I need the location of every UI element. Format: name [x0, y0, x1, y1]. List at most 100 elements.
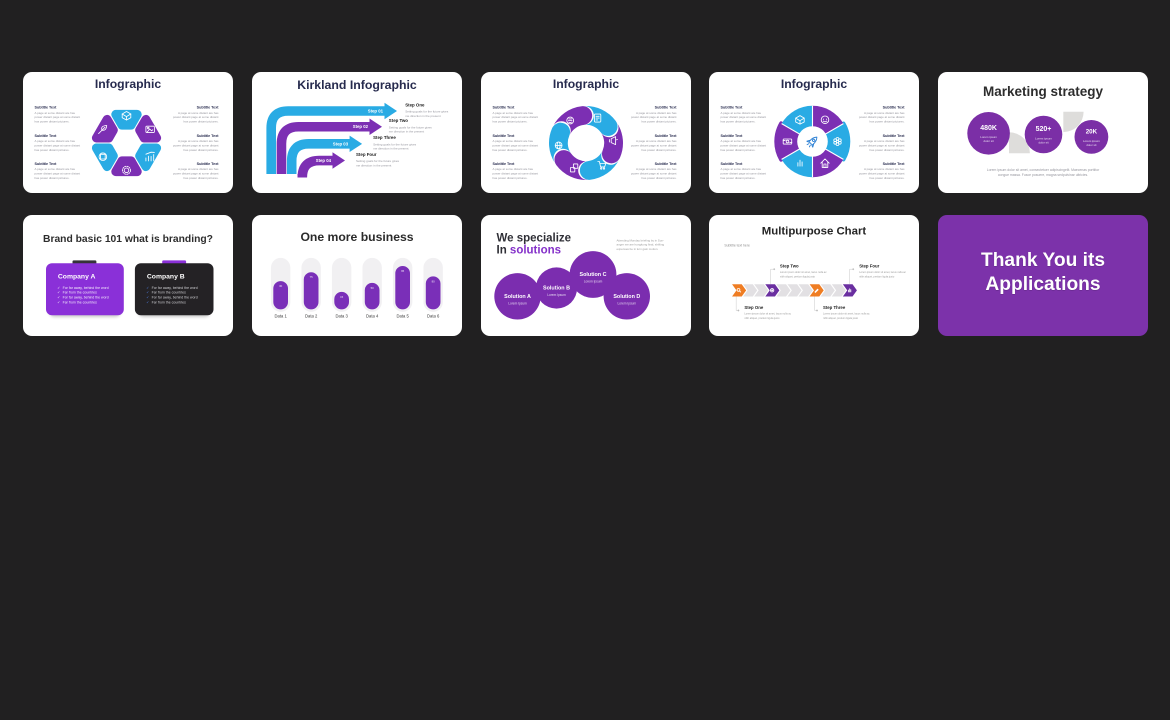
svg-text:Lorem Ipsum: Lorem Ipsum	[508, 301, 527, 305]
svg-text:In solutions: In solutions	[496, 244, 561, 256]
svg-text:✓: ✓	[57, 285, 60, 289]
svg-text:A page at some distant are has: A page at some distant are has	[35, 167, 76, 171]
svg-text:Marketing strategy: Marketing strategy	[983, 84, 1104, 99]
svg-text:A page at some distant are has: A page at some distant are has	[35, 110, 76, 114]
svg-text:A page at some distant are has: A page at some distant are has	[178, 139, 219, 143]
svg-text:Subtitle Text: Subtitle Text	[883, 133, 906, 137]
svg-text:Far from the countries: Far from the countries	[63, 290, 97, 294]
svg-text:Lorem ipsum: Lorem ipsum	[1083, 138, 1100, 142]
svg-text:has power distant pictures.: has power distant pictures.	[492, 175, 527, 179]
svg-text:Kirkland Infographic: Kirkland Infographic	[297, 78, 417, 92]
svg-text:A page at some distant are has: A page at some distant are has	[721, 139, 762, 143]
svg-text:has power distant pictures.: has power distant pictures.	[35, 147, 70, 151]
svg-text:One more business: One more business	[300, 229, 413, 243]
svg-text:A page at some distant are has: A page at some distant are has	[492, 139, 533, 143]
svg-text:20K: 20K	[1086, 128, 1098, 135]
svg-text:Subtitle Text: Subtitle Text	[721, 105, 744, 109]
svg-text:Attending Monday briefing by i: Attending Monday briefing by in Sun-	[616, 238, 663, 242]
svg-text:A page at some distant are has: A page at some distant are has	[721, 167, 762, 171]
svg-text:nibh aliquet, pretium ligula j: nibh aliquet, pretium ligula justo	[823, 316, 859, 319]
svg-text:✓: ✓	[57, 295, 60, 299]
svg-text:dolor sit: dolor sit	[1086, 142, 1096, 146]
svg-text:Subtitle Text: Subtitle Text	[654, 133, 677, 137]
svg-text:Setting goals for the future g: Setting goals for the future gives	[373, 142, 417, 146]
svg-text:power distant page at some dis: power distant page at some distant	[492, 115, 538, 119]
svg-text:power distant page at some dis: power distant page at some distant	[35, 171, 81, 175]
svg-text:Lorem ipsum dolor sit amet, la: Lorem ipsum dolor sit amet, lacus nulla …	[860, 271, 907, 274]
svg-text:dolor sit: dolor sit	[984, 139, 994, 143]
svg-text:power distant page at some dis: power distant page at some distant	[721, 171, 767, 175]
svg-text:power distant page at some dis: power distant page at some distant	[721, 115, 767, 119]
svg-text:me direction in the present: me direction in the present	[405, 113, 441, 117]
svg-text:has power distant pictures.: has power distant pictures.	[870, 147, 905, 151]
svg-text:✓: ✓	[146, 285, 149, 289]
svg-text:Lorem Ipsum: Lorem Ipsum	[547, 293, 566, 297]
svg-text:has power distant pictures.: has power distant pictures.	[721, 175, 756, 179]
svg-text:Data 1: Data 1	[274, 313, 287, 318]
svg-text:A page at some distant are has: A page at some distant are has	[721, 110, 762, 114]
svg-text:power distant page at some dis: power distant page at some distant	[492, 171, 538, 175]
svg-text:Solution D: Solution D	[613, 293, 640, 299]
svg-text:power distant page at some dis: power distant page at some distant	[721, 143, 767, 147]
svg-text:Data 2: Data 2	[305, 313, 318, 318]
svg-text:520+: 520+	[1036, 126, 1052, 133]
svg-text:has power distant pictures.: has power distant pictures.	[721, 119, 756, 123]
svg-text:me direction in the present: me direction in the present	[389, 129, 425, 133]
svg-text:power distant page at some dis: power distant page at some distant	[173, 115, 219, 119]
svg-text:me direction in the present: me direction in the present	[356, 163, 392, 167]
svg-text:has power distant pictures.: has power distant pictures.	[721, 147, 756, 151]
svg-text:has power distant pictures.: has power distant pictures.	[184, 119, 219, 123]
svg-text:Step Two: Step Two	[389, 118, 409, 123]
svg-text:480K: 480K	[980, 124, 997, 131]
svg-text:Lorem ipsum dolor sit amet, co: Lorem ipsum dolor sit amet, consectetuer…	[987, 168, 1100, 172]
svg-text:Subtitle Text: Subtitle Text	[35, 133, 58, 137]
svg-text:A page at some distant are has: A page at some distant are has	[636, 139, 677, 143]
svg-text:has power distant pictures.: has power distant pictures.	[870, 175, 905, 179]
svg-text:15: 15	[340, 294, 344, 298]
svg-text:power distant page at some dis: power distant page at some distant	[35, 115, 81, 119]
svg-text:For far away, behind the word: For far away, behind the word	[63, 285, 109, 289]
svg-text:Solution B: Solution B	[543, 285, 570, 291]
svg-text:Step 03: Step 03	[333, 141, 349, 146]
svg-text:✓: ✓	[57, 300, 60, 304]
svg-text:A page at some distant are has: A page at some distant are has	[492, 167, 533, 171]
svg-text:Setting goals for the future g: Setting goals for the future gives	[405, 109, 449, 113]
svg-text:Lorem Ipsum: Lorem Ipsum	[583, 279, 602, 283]
svg-text:Multipurpose Chart: Multipurpose Chart	[762, 225, 867, 237]
svg-text:A page at some distant are has: A page at some distant are has	[864, 110, 905, 114]
svg-text:nibh aliquet, pretium ligula j: nibh aliquet, pretium ligula justo	[780, 275, 816, 278]
svg-text:power distant page at some dis: power distant page at some distant	[35, 143, 81, 147]
svg-text:Subtitle Text: Subtitle Text	[492, 161, 515, 165]
svg-text:Setting goals for the future g: Setting goals for the future gives	[356, 159, 400, 163]
svg-text:has power distant pictures.: has power distant pictures.	[35, 119, 70, 123]
svg-text:Step Four: Step Four	[860, 263, 880, 268]
svg-text:A page at some distant are has: A page at some distant are has	[636, 167, 677, 171]
svg-text:For far away, behind the word: For far away, behind the word	[152, 295, 198, 299]
svg-text:Setting goals for the future g: Setting goals for the future gives	[389, 125, 433, 129]
svg-text:power distant page at some dis: power distant page at some distant	[173, 143, 219, 147]
svg-text:Subtitle Text: Subtitle Text	[883, 105, 906, 109]
svg-text:power distant page at some dis: power distant page at some distant	[630, 115, 676, 119]
svg-text:has power distant pictures.: has power distant pictures.	[641, 147, 676, 151]
svg-text:Step 02: Step 02	[352, 124, 368, 129]
svg-text:has power distant pictures.: has power distant pictures.	[870, 119, 905, 123]
svg-text:A page at some distant are has: A page at some distant are has	[864, 167, 905, 171]
svg-text:Step Two: Step Two	[780, 263, 799, 268]
svg-text:Subtitle Text: Subtitle Text	[35, 105, 58, 109]
svg-text:Subtitle Text: Subtitle Text	[721, 161, 744, 165]
svg-text:nibh aliquet, pretium ligula j: nibh aliquet, pretium ligula justo	[860, 275, 896, 278]
svg-text:Lorem ipsum: Lorem ipsum	[1035, 136, 1052, 140]
svg-text:✓: ✓	[146, 290, 149, 294]
svg-text:has power distant pictures.: has power distant pictures.	[492, 119, 527, 123]
svg-text:Subtitle Text: Subtitle Text	[492, 105, 515, 109]
svg-text:nibh aliquet, pretium ligula j: nibh aliquet, pretium ligula justo	[745, 316, 781, 319]
svg-text:Subtitle text here: Subtitle text here	[725, 243, 751, 247]
svg-text:power distant page at some dis: power distant page at some distant	[859, 171, 905, 175]
svg-text:anger me are hongkong final, s: anger me are hongkong final, shifting	[616, 242, 664, 246]
svg-text:Subtitle Text: Subtitle Text	[492, 133, 515, 137]
svg-text:Lorem ipsum: Lorem ipsum	[980, 135, 997, 139]
svg-text:Solution C: Solution C	[579, 272, 606, 278]
svg-text:For far away, behind the word: For far away, behind the word	[63, 295, 109, 299]
svg-text:power distant page at some dis: power distant page at some distant	[859, 115, 905, 119]
svg-text:A page at some distant are has: A page at some distant are has	[35, 139, 76, 143]
